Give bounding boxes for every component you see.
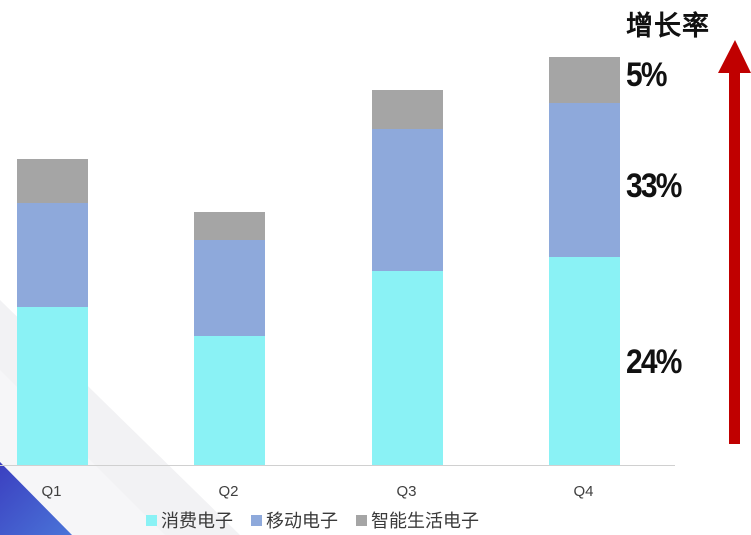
legend-item-mobile-electronics: 移动电子 [251, 507, 338, 533]
bar-q1 [17, 159, 88, 465]
x-tick-label: Q4 [573, 483, 594, 500]
bar-segment-1 [194, 240, 265, 336]
bar-segment-1 [17, 203, 88, 307]
legend-swatch [356, 514, 367, 526]
x-axis-line [0, 465, 675, 466]
legend-item-consumer-electronics: 消费电子 [146, 507, 233, 533]
legend-label: 消费电子 [161, 511, 233, 532]
bar-q4 [549, 57, 620, 465]
bar-segment-2 [372, 90, 443, 129]
bar-segment-1 [549, 103, 620, 257]
bar-q3 [372, 90, 443, 465]
bar-segment-0 [194, 336, 265, 465]
x-tick-label: Q1 [41, 483, 62, 500]
growth-rate-title: 增长率 [626, 11, 710, 42]
x-tick-label: Q2 [218, 483, 239, 500]
legend: 消费电子 移动电子 智能生活电子 [146, 508, 479, 532]
x-tick-label: Q3 [396, 483, 417, 500]
bar-segment-2 [549, 57, 620, 103]
growth-rate-mobile: 33% [626, 167, 682, 205]
legend-swatch [251, 514, 262, 526]
bar-segment-0 [372, 271, 443, 465]
legend-label: 智能生活电子 [371, 511, 479, 532]
bar-segment-1 [372, 129, 443, 271]
legend-label: 移动电子 [266, 511, 338, 532]
bar-segment-2 [17, 159, 88, 203]
growth-rate-consumer: 24% [626, 343, 682, 381]
bar-segment-0 [17, 307, 88, 465]
legend-item-smart-life-electronics: 智能生活电子 [356, 507, 479, 533]
bar-segment-2 [194, 212, 265, 240]
up-arrow-icon [718, 40, 751, 444]
legend-swatch [146, 514, 157, 526]
blue-corner-triangle [0, 462, 72, 535]
growth-rate-smart-life: 5% [626, 56, 667, 94]
bar-q2 [194, 212, 265, 465]
bar-segment-0 [549, 257, 620, 465]
